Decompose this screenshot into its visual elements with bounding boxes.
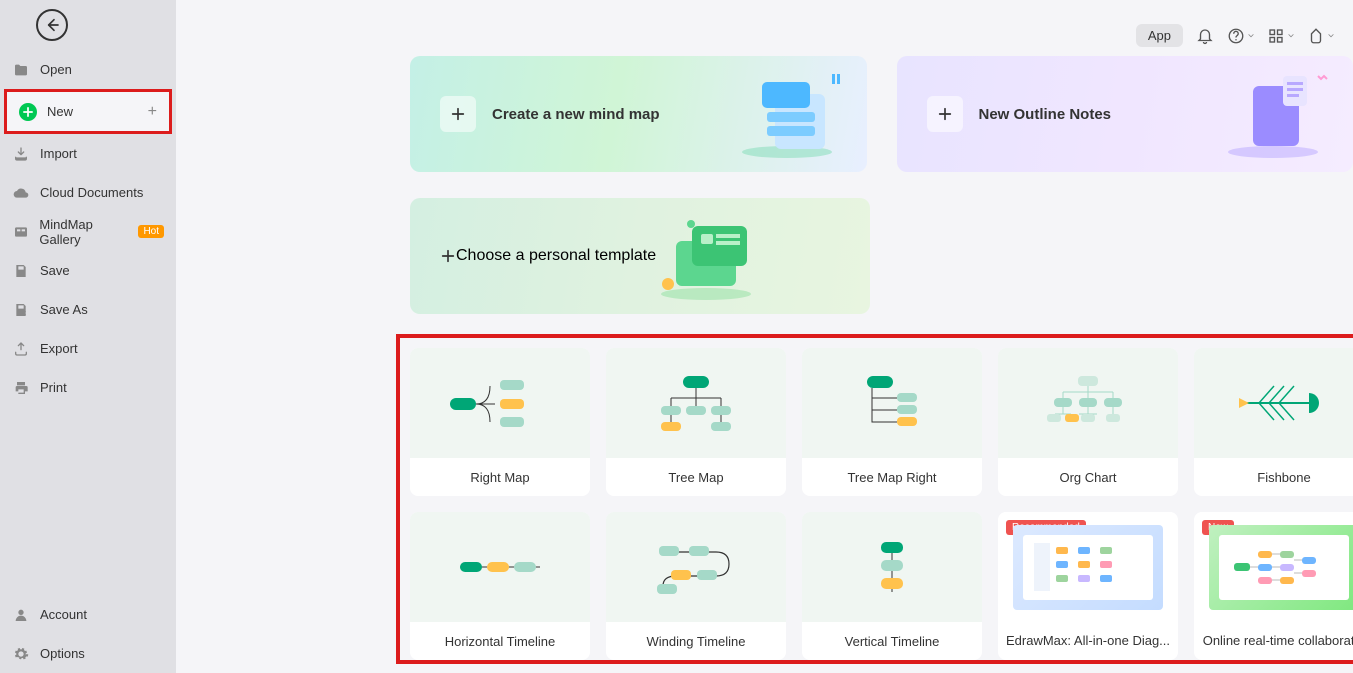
thumb bbox=[410, 512, 590, 622]
hot-badge: Hot bbox=[138, 225, 164, 238]
print-icon bbox=[12, 379, 30, 397]
template-label: Fishbone bbox=[1194, 458, 1353, 496]
thumb bbox=[606, 512, 786, 622]
thumb bbox=[802, 512, 982, 622]
templates-highlight: Right Map Tree Map Tree Map Right Org Ch… bbox=[396, 334, 1353, 664]
template-vertical-timeline[interactable]: Vertical Timeline bbox=[802, 512, 982, 660]
card-new-mindmap[interactable]: Create a new mind map bbox=[410, 56, 867, 172]
template-edrawmax[interactable]: Recommended EdrawMax: All-in-one Diag... bbox=[998, 512, 1178, 660]
sidebar-label: Import bbox=[40, 146, 77, 161]
sidebar-label: Options bbox=[40, 646, 85, 661]
sidebar-item-new[interactable]: New + bbox=[7, 92, 169, 131]
templates-grid: Right Map Tree Map Tree Map Right Org Ch… bbox=[410, 348, 1353, 660]
card-title: Create a new mind map bbox=[492, 106, 660, 123]
highlight-new: New + bbox=[4, 89, 172, 134]
thumb bbox=[606, 348, 786, 458]
sidebar: Open New + Import Cloud Documents MindMa… bbox=[0, 0, 176, 673]
plus-icon bbox=[440, 248, 456, 264]
user-icon bbox=[12, 606, 30, 624]
sidebar-item-cloud[interactable]: Cloud Documents bbox=[0, 173, 176, 212]
back-row bbox=[0, 0, 176, 50]
template-winding-timeline[interactable]: Winding Timeline bbox=[606, 512, 786, 660]
import-icon bbox=[12, 145, 30, 163]
template-label: Horizontal Timeline bbox=[410, 622, 590, 660]
bell-icon[interactable] bbox=[1195, 26, 1215, 46]
sidebar-label: New bbox=[47, 104, 73, 119]
plus-icon: + bbox=[148, 103, 157, 121]
sidebar-label: Save bbox=[40, 263, 70, 278]
export-icon bbox=[12, 340, 30, 358]
template-label: Vertical Timeline bbox=[802, 622, 982, 660]
thumb: New bbox=[1194, 512, 1353, 622]
template-label: Org Chart bbox=[998, 458, 1178, 496]
sidebar-label: Cloud Documents bbox=[40, 185, 143, 200]
template-right-map[interactable]: Right Map bbox=[410, 348, 590, 496]
back-button[interactable] bbox=[36, 9, 68, 41]
template-label: EdrawMax: All-in-one Diag... bbox=[998, 622, 1178, 660]
save-icon bbox=[12, 262, 30, 280]
card-title: New Outline Notes bbox=[979, 106, 1112, 123]
folder-icon bbox=[12, 61, 30, 79]
thumb: Recommended bbox=[998, 512, 1178, 622]
illustration bbox=[737, 64, 857, 164]
thumb bbox=[802, 348, 982, 458]
app-button[interactable]: App bbox=[1136, 24, 1183, 47]
sidebar-item-saveas[interactable]: Save As bbox=[0, 290, 176, 329]
template-tree-map-right[interactable]: Tree Map Right bbox=[802, 348, 982, 496]
sidebar-item-print[interactable]: Print bbox=[0, 368, 176, 407]
second-row: Choose a personal template bbox=[176, 172, 1353, 314]
sidebar-item-account[interactable]: Account bbox=[0, 595, 176, 634]
plus-icon bbox=[440, 96, 476, 132]
thumb bbox=[998, 348, 1178, 458]
sidebar-label: Account bbox=[40, 607, 87, 622]
chevron-down-icon bbox=[1327, 32, 1335, 40]
sidebar-item-save[interactable]: Save bbox=[0, 251, 176, 290]
template-org-chart[interactable]: Org Chart bbox=[998, 348, 1178, 496]
sidebar-label: MindMap Gallery bbox=[39, 217, 134, 247]
sidebar-item-export[interactable]: Export bbox=[0, 329, 176, 368]
chevron-down-icon bbox=[1247, 32, 1255, 40]
thumb bbox=[1194, 348, 1353, 458]
sidebar-item-open[interactable]: Open bbox=[0, 50, 176, 89]
template-label: Online real-time collaborat... bbox=[1194, 622, 1353, 660]
template-collab[interactable]: New Online real-time collaborat... bbox=[1194, 512, 1353, 660]
template-horizontal-timeline[interactable]: Horizontal Timeline bbox=[410, 512, 590, 660]
illustration bbox=[656, 206, 776, 306]
template-label: Right Map bbox=[410, 458, 590, 496]
topbar: App bbox=[1136, 24, 1335, 47]
template-label: Winding Timeline bbox=[606, 622, 786, 660]
card-new-outline[interactable]: New Outline Notes bbox=[897, 56, 1353, 172]
card-title: Choose a personal template bbox=[456, 247, 656, 265]
card-personal-template[interactable]: Choose a personal template bbox=[410, 198, 870, 314]
help-dropdown[interactable] bbox=[1227, 27, 1255, 45]
illustration bbox=[1223, 64, 1343, 164]
template-label: Tree Map Right bbox=[802, 458, 982, 496]
arrow-left-icon bbox=[44, 17, 60, 33]
gear-icon bbox=[12, 645, 30, 663]
thumb bbox=[410, 348, 590, 458]
save-as-icon bbox=[12, 301, 30, 319]
sidebar-item-gallery[interactable]: MindMap Gallery Hot bbox=[0, 212, 176, 251]
template-fishbone[interactable]: Fishbone bbox=[1194, 348, 1353, 496]
plus-icon bbox=[927, 96, 963, 132]
sidebar-label: Export bbox=[40, 341, 78, 356]
apps-dropdown[interactable] bbox=[1267, 27, 1295, 45]
template-label: Tree Map bbox=[606, 458, 786, 496]
sidebar-label: Print bbox=[40, 380, 67, 395]
sidebar-label: Save As bbox=[40, 302, 88, 317]
plus-circle-icon bbox=[19, 103, 37, 121]
chevron-down-icon bbox=[1287, 32, 1295, 40]
gallery-icon bbox=[12, 223, 29, 241]
sidebar-item-options[interactable]: Options bbox=[0, 634, 176, 673]
theme-dropdown[interactable] bbox=[1307, 27, 1335, 45]
sidebar-label: Open bbox=[40, 62, 72, 77]
sidebar-item-import[interactable]: Import bbox=[0, 134, 176, 173]
template-tree-map[interactable]: Tree Map bbox=[606, 348, 786, 496]
main-area: App Create a new mind map New Outline No… bbox=[176, 0, 1353, 673]
cloud-icon bbox=[12, 184, 30, 202]
